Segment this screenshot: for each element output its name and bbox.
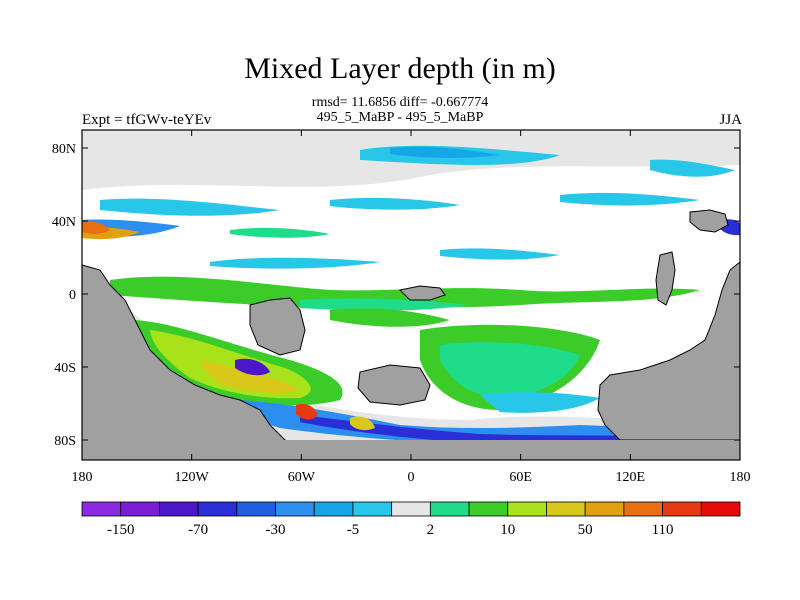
season-label: JJA bbox=[719, 112, 742, 128]
field-patch bbox=[230, 227, 330, 238]
land-east bbox=[597, 261, 740, 441]
experiment-label: Expt = tfGWv-teYEv bbox=[82, 112, 212, 128]
colorbar-label: -5 bbox=[347, 522, 360, 538]
y-tick-label: 80S bbox=[54, 434, 76, 449]
y-tick-label: 40S bbox=[54, 361, 76, 376]
colorbar-swatch bbox=[81, 501, 122, 517]
colorbar-swatch bbox=[507, 501, 547, 517]
land-island bbox=[398, 285, 446, 301]
colorbar-swatch bbox=[546, 501, 586, 517]
colorbar-swatch bbox=[120, 501, 160, 517]
x-tick-label: 60W bbox=[288, 470, 316, 485]
colorbar: -150 -70 -30 -5 2 10 50 110 bbox=[81, 501, 741, 538]
x-tick-label: 60E bbox=[509, 470, 532, 485]
rmsd-diff-line: rmsd= 11.6856 diff= -0.667774 bbox=[311, 95, 489, 110]
x-tick-label: 0 bbox=[408, 470, 415, 485]
colorbar-label: -30 bbox=[266, 522, 286, 538]
chart-title: Mixed Layer depth (in m) bbox=[244, 52, 556, 85]
x-axis: 180 120W 60W 0 60E 120E 180 bbox=[72, 130, 751, 485]
field-patch bbox=[440, 342, 580, 398]
colorbar-swatch bbox=[236, 501, 276, 517]
field-patch bbox=[82, 221, 110, 234]
stats-text: rmsd= 11.6856 diff= -0.667774 495_5_MaBP… bbox=[0, 95, 800, 125]
colorbar-label: -70 bbox=[188, 522, 208, 538]
colorbar-label: 110 bbox=[652, 522, 674, 538]
field-patch bbox=[296, 404, 318, 420]
field-patch bbox=[300, 298, 470, 311]
field-patch bbox=[650, 159, 735, 177]
colorbar-swatch bbox=[197, 501, 238, 517]
y-tick-label: 40N bbox=[52, 215, 76, 230]
colorbar-swatch bbox=[468, 501, 509, 517]
colorbar-label: 50 bbox=[578, 522, 593, 538]
field-patch bbox=[210, 257, 380, 269]
field-patch bbox=[235, 358, 270, 376]
colorbar-swatch bbox=[429, 501, 470, 517]
x-tick-label: 120E bbox=[616, 470, 646, 485]
field-patch bbox=[350, 416, 375, 431]
x-tick-label: 180 bbox=[730, 470, 751, 485]
colorbar-swatch bbox=[623, 501, 663, 517]
colorbar-swatch bbox=[275, 501, 315, 517]
map-field bbox=[82, 130, 740, 460]
colorbar-swatch bbox=[700, 501, 741, 517]
field-patch bbox=[480, 392, 600, 413]
x-tick-label: 120W bbox=[175, 470, 210, 485]
field-patch bbox=[390, 146, 500, 158]
colorbar-label: 10 bbox=[500, 522, 515, 538]
land-island bbox=[655, 251, 676, 306]
colorbar-label: -150 bbox=[107, 522, 135, 538]
field-patch bbox=[440, 248, 560, 260]
field-patch bbox=[330, 197, 460, 210]
land-antarctica bbox=[82, 440, 740, 460]
colorbar-swatch bbox=[313, 501, 354, 517]
field-patch bbox=[200, 360, 300, 393]
colorbar-swatch bbox=[662, 501, 702, 517]
field-patch bbox=[560, 192, 700, 206]
field-patch bbox=[330, 308, 450, 327]
x-tick-label: 180 bbox=[72, 470, 93, 485]
y-tick-label: 0 bbox=[69, 288, 76, 303]
colorbar-swatch bbox=[391, 501, 431, 517]
y-axis: 80N 40N 0 40S 80S bbox=[52, 142, 740, 449]
y-tick-label: 80N bbox=[52, 142, 76, 157]
field-patch bbox=[300, 415, 660, 444]
land-island bbox=[249, 297, 306, 356]
colorbar-label: 2 bbox=[427, 522, 435, 538]
colorbar-swatch bbox=[584, 501, 625, 517]
experiment-comparison-line: 495_5_MaBP - 495_5_MaBP bbox=[316, 110, 484, 125]
colorbar-swatch bbox=[352, 501, 393, 517]
land-island bbox=[689, 209, 729, 233]
field-patch bbox=[100, 198, 280, 216]
land-island bbox=[357, 364, 431, 406]
colorbar-swatch bbox=[159, 501, 199, 517]
